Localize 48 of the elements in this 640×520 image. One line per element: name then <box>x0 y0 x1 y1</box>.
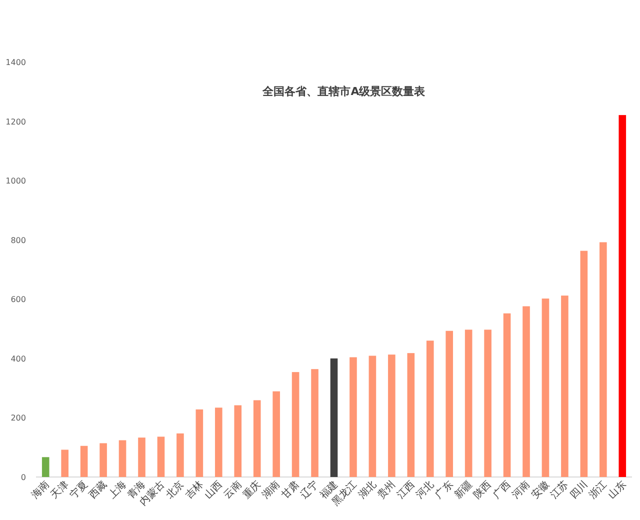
bar <box>118 440 126 477</box>
bar <box>503 313 511 477</box>
bar <box>42 457 50 477</box>
text: 全国各省、直辖市A级景区数量表 <box>262 85 426 98</box>
bar <box>292 372 300 477</box>
bar <box>272 391 280 477</box>
bar <box>100 443 107 477</box>
bar <box>580 250 588 477</box>
bar <box>407 353 415 477</box>
bar <box>600 242 607 477</box>
bar <box>253 400 261 477</box>
bar <box>157 436 165 477</box>
x-tick-label: 陕西 <box>471 478 494 502</box>
bar <box>234 405 242 477</box>
bar <box>350 357 357 477</box>
x-tick-label: 河南 <box>510 478 532 502</box>
x-tick-label: 江苏 <box>548 478 571 502</box>
x-tick-label: 河北 <box>414 478 436 502</box>
y-tick-label: 600 <box>10 295 26 304</box>
x-tick-label: 辽宁 <box>298 478 321 502</box>
y-tick-label: 800 <box>10 236 26 245</box>
y-tick-label: 1400 <box>6 58 26 67</box>
y-tick-label: 400 <box>10 354 26 364</box>
bar <box>484 330 492 477</box>
bar <box>464 330 472 477</box>
y-tick-label: 200 <box>10 414 26 423</box>
bar <box>196 409 204 477</box>
bar <box>618 115 626 477</box>
bar <box>561 296 568 477</box>
x-tick-label: 湖南 <box>260 478 282 502</box>
x-tick-label: 西藏 <box>86 478 110 502</box>
bar <box>176 433 184 477</box>
bar <box>61 450 68 477</box>
bar <box>368 356 376 477</box>
bar <box>446 330 454 477</box>
bar <box>330 358 338 477</box>
bar <box>311 369 318 477</box>
bar <box>542 298 550 477</box>
bar <box>522 306 530 477</box>
y-tick-label: 1200 <box>6 117 26 126</box>
bar <box>388 354 396 477</box>
y-tick-label: 0 <box>20 473 26 482</box>
bar <box>214 408 222 477</box>
x-tick-label: 湖北 <box>356 478 379 502</box>
y-tick-label: 1000 <box>6 176 26 186</box>
bar <box>80 446 88 477</box>
bar <box>426 340 434 477</box>
bar <box>138 438 146 477</box>
